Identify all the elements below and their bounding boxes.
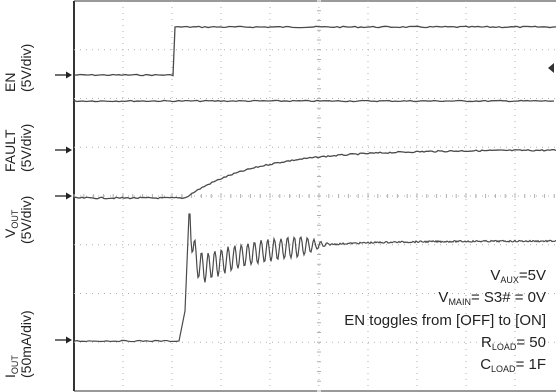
- cload-sub: LOAD: [491, 364, 516, 374]
- rload-main: R: [481, 334, 492, 351]
- channel-markers: [55, 71, 72, 344]
- vout-label-main: V: [2, 228, 18, 238]
- rload-val: = 50: [516, 334, 546, 351]
- vmain-note: VMAIN= S3# = 0V: [438, 290, 546, 307]
- cload-main: C: [480, 356, 492, 373]
- iout-label-main: I: [2, 374, 18, 378]
- iout-scale-label: (50mA/div): [18, 310, 34, 378]
- iout-scale: (50mA/div): [18, 310, 34, 378]
- cload-note: CLOAD= 1F: [480, 357, 546, 374]
- trigger-marker-icon: [548, 63, 554, 73]
- vaux-main: V: [490, 267, 501, 284]
- en-label-main: EN: [2, 72, 18, 92]
- vmain-val: = S3# = 0V: [470, 289, 546, 306]
- en-label: EN: [2, 72, 18, 92]
- vaux-note: VAUX=5V: [490, 268, 546, 285]
- grid: [73, 0, 556, 392]
- fault-trace: [73, 99, 555, 103]
- en-trace: [73, 25, 556, 77]
- en-scale-label: (5V/div): [18, 43, 34, 92]
- fault-scale: (5V/div): [18, 123, 34, 172]
- vaux-sub: AUX: [500, 275, 519, 285]
- vaux-val: =5V: [518, 267, 546, 284]
- vmain-main: V: [438, 289, 449, 306]
- en-toggle-text: EN toggles from [OFF] to [ON]: [344, 312, 546, 329]
- fault-label: FAULT: [2, 129, 18, 172]
- channel-marker-arrow-icon: [66, 336, 72, 344]
- channel-marker-arrow-icon: [66, 192, 72, 200]
- vout-scale: (5V/div): [18, 195, 34, 244]
- fault-label-main: FAULT: [2, 129, 18, 172]
- fault-scale-label: (5V/div): [18, 123, 34, 172]
- en-scale: (5V/div): [18, 43, 34, 92]
- channel-marker-arrow-icon: [66, 146, 72, 154]
- rload-note: RLOAD= 50: [481, 335, 546, 352]
- vout-scale-label: (5V/div): [18, 195, 34, 244]
- cload-val: = 1F: [515, 356, 546, 373]
- en-toggle-note: EN toggles from [OFF] to [ON]: [344, 313, 546, 328]
- rload-sub: LOAD: [491, 342, 517, 352]
- vout-trace: [73, 148, 556, 200]
- vmain-sub: MAIN: [448, 297, 471, 307]
- channel-marker-arrow-icon: [66, 71, 72, 79]
- iout-trace: [73, 213, 556, 343]
